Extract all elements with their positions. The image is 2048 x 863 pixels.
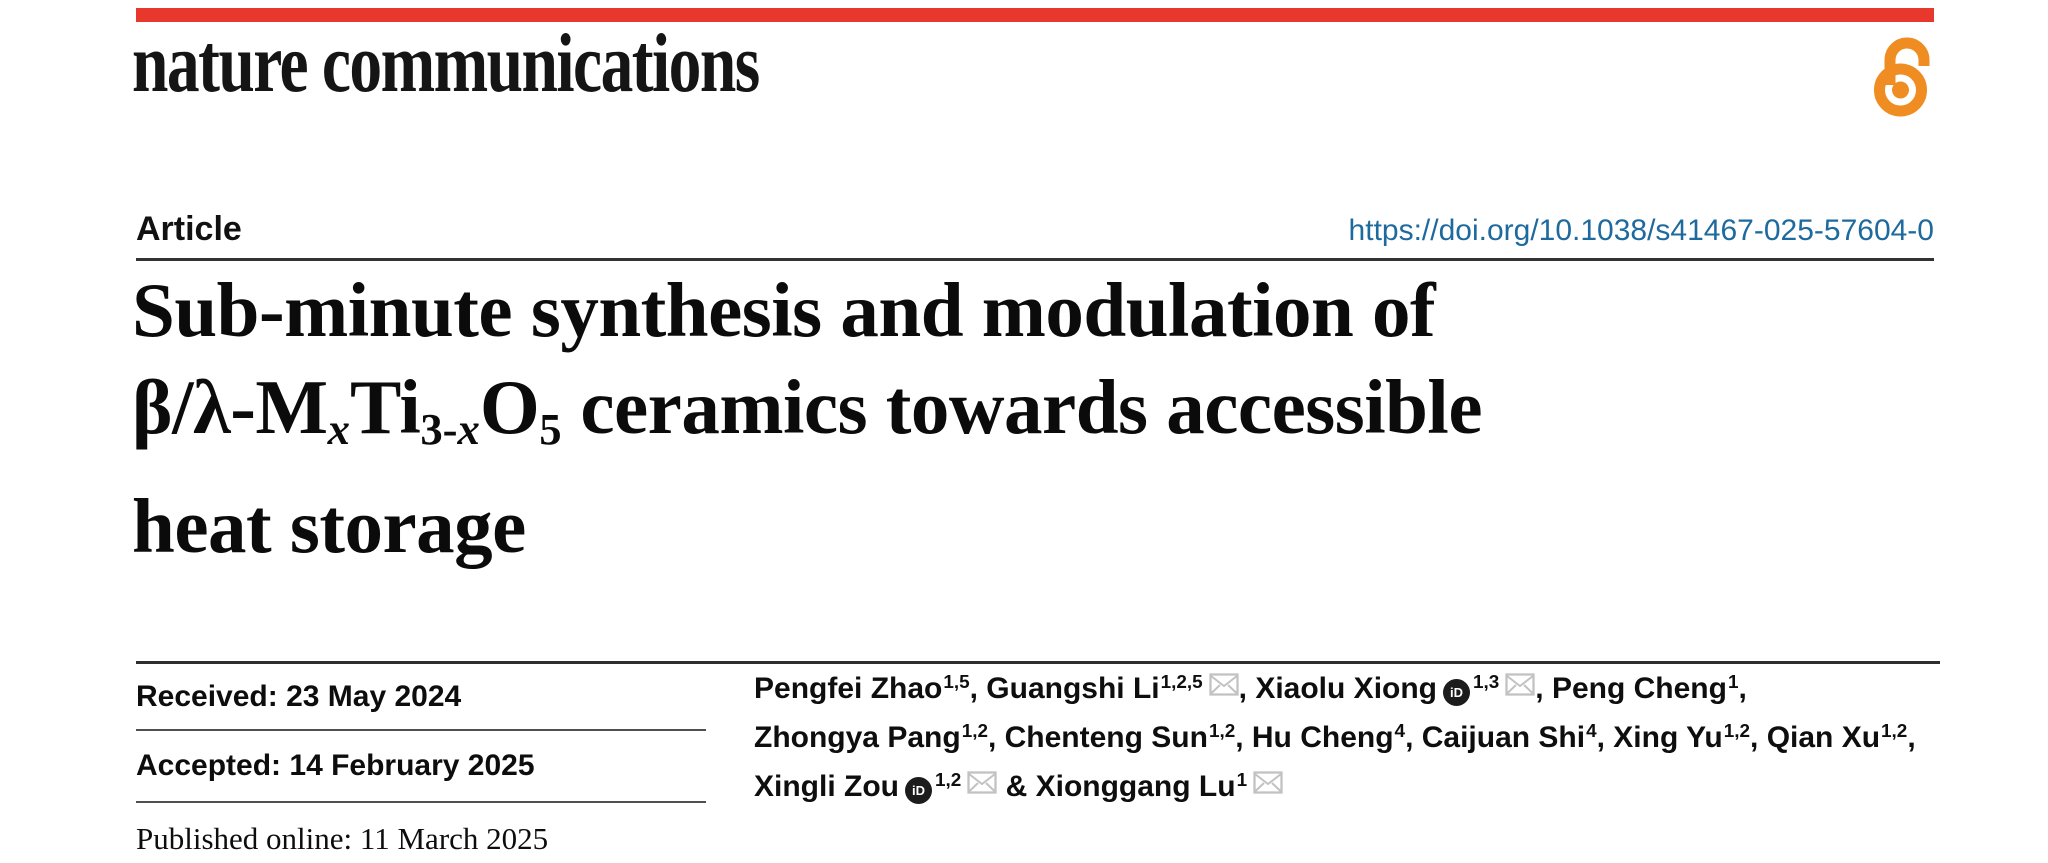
author-name: Xiaolu Xiong — [1255, 672, 1437, 705]
separator-text: , — [987, 721, 1005, 754]
author-name: Pengfei Zhao — [754, 672, 943, 705]
title-text: heat storage — [132, 483, 526, 570]
title-subscript: x — [457, 404, 480, 455]
separator-text: , — [1535, 672, 1552, 705]
author-affiliation-superscript: 1,2 — [1881, 720, 1908, 742]
title-subscript: 3- — [420, 404, 458, 455]
title-text: ceramics towards accessible — [561, 364, 1482, 450]
accepted-value: 14 February 2025 — [289, 749, 535, 782]
author-name: Xing Yu — [1613, 721, 1723, 754]
received-date-row: Received: 23 May 2024 — [136, 664, 706, 731]
article-header-row: Article https://doi.org/10.1038/s41467-0… — [136, 210, 1934, 249]
author-affiliation-superscript: 1 — [1236, 769, 1248, 791]
separator-text: , — [1238, 672, 1256, 705]
author-name: Chenteng Sun — [1004, 721, 1208, 754]
title-text: Sub-minute synthesis and modulation of — [132, 267, 1436, 353]
journal-logo: nature communications — [132, 17, 760, 110]
author-name: Hu Cheng — [1251, 721, 1394, 754]
open-access-icon — [1874, 37, 1930, 117]
author-affiliation-superscript: 1,2,5 — [1160, 671, 1203, 693]
separator-text: , — [1405, 721, 1422, 754]
separator-text: , — [1235, 721, 1252, 754]
separator-text: , — [1738, 672, 1747, 705]
author-line: Zhongya Pang1,2, Chenteng Sun1,2, Hu Che… — [754, 715, 2014, 764]
received-label: Received: — [136, 679, 278, 713]
email-icon[interactable] — [1209, 673, 1239, 696]
title-text: β/λ-M — [132, 364, 328, 450]
article-dates: Received: 23 May 2024 Accepted: 14 Febru… — [136, 664, 706, 857]
author-name: Xingli Zou — [754, 770, 899, 803]
author-affiliation-superscript: 1,3 — [1473, 671, 1500, 693]
accepted-label: Accepted: — [136, 749, 282, 782]
header-rule — [136, 258, 1934, 261]
author-name: Zhongya Pang — [754, 721, 961, 754]
title-subscript: 5 — [539, 404, 562, 455]
title-subscript: x — [327, 404, 350, 455]
email-icon[interactable] — [1253, 771, 1283, 794]
author-name: Xionggang Lu — [1035, 770, 1236, 803]
article-type-label: Article — [136, 210, 242, 248]
received-value: 23 May 2024 — [286, 679, 462, 713]
title-text: Ti — [349, 364, 421, 450]
published-value: 11 March 2025 — [359, 821, 549, 856]
section-divider-rule — [136, 661, 1940, 664]
published-label: Published online: — [136, 821, 353, 856]
author-affiliation-superscript: 1,2 — [934, 769, 962, 791]
author-name: Caijuan Shi — [1421, 721, 1586, 754]
email-icon[interactable] — [967, 771, 997, 794]
author-affiliation-superscript: 1,2 — [1208, 720, 1236, 742]
author-affiliation-superscript: 1,5 — [943, 671, 970, 693]
separator-text: , — [969, 672, 987, 705]
author-affiliation-superscript: 1,2 — [961, 720, 988, 742]
author-line: Xingli Zou iD 1,2 & Xionggang Lu1 — [754, 764, 2014, 813]
author-affiliation-superscript: 4 — [1586, 720, 1597, 742]
masthead-accent-bar — [136, 8, 1934, 22]
published-date-row: Published online: 11 March 2025 — [136, 803, 706, 857]
separator-text: , — [1907, 721, 1916, 754]
orcid-icon[interactable]: iD — [904, 777, 932, 804]
orcid-icon[interactable]: iD — [1443, 679, 1470, 706]
email-icon[interactable] — [1505, 673, 1535, 696]
author-line: Pengfei Zhao1,5, Guangshi Li1,2,5, Xiaol… — [754, 666, 2014, 715]
author-list: Pengfei Zhao1,5, Guangshi Li1,2,5, Xiaol… — [754, 666, 2014, 813]
author-name: Qian Xu — [1766, 721, 1881, 754]
author-name: Guangshi Li — [986, 672, 1160, 705]
author-name: Peng Cheng — [1551, 672, 1727, 705]
separator-text: & — [997, 770, 1036, 803]
page-title: Sub-minute synthesis and modulation of β/… — [132, 262, 1942, 575]
doi-link[interactable]: https://doi.org/10.1038/s41467-025-57604… — [1348, 214, 1934, 247]
accepted-date-row: Accepted: 14 February 2025 — [136, 731, 706, 803]
author-affiliation-superscript: 4 — [1394, 720, 1406, 742]
author-affiliation-superscript: 1 — [1727, 671, 1739, 693]
separator-text: , — [1750, 721, 1767, 754]
author-affiliation-superscript: 1,2 — [1723, 720, 1751, 742]
title-text: O — [479, 364, 540, 450]
separator-text: , — [1596, 721, 1614, 754]
